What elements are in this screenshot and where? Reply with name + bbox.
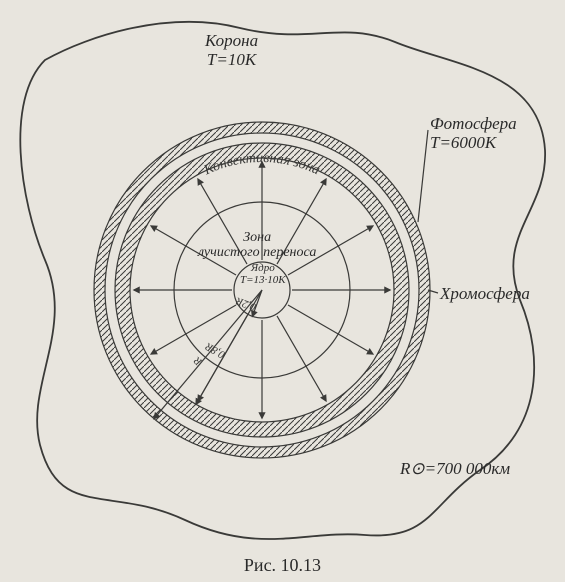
radial-arrow	[288, 305, 373, 354]
figure-caption-text: Рис. 10.13	[244, 555, 321, 575]
core-label: Ядро T=13·10K	[240, 262, 286, 286]
radial-arrow	[277, 316, 326, 401]
figure-caption: Рис. 10.13	[0, 555, 565, 576]
radiative-l2: лучистого переноса	[198, 245, 316, 260]
core-l1: Ядро	[251, 262, 275, 274]
photosphere-pointer	[418, 130, 428, 222]
photosphere-label: Фотосфера T=6000K	[430, 115, 517, 152]
core-l2: T=13·10K	[240, 274, 286, 286]
photosphere-temp: T=6000K	[430, 133, 496, 152]
photosphere-title: Фотосфера	[430, 114, 517, 133]
corona-title: Корона	[205, 31, 258, 50]
radiative-l1: Зона	[243, 230, 271, 245]
corona-temp: T=10K	[207, 50, 256, 69]
radial-arrow	[151, 305, 236, 354]
radiative-zone-label: Зона лучистого переноса	[198, 230, 316, 261]
radius-note-text: R⊙=700 000км	[400, 459, 510, 478]
chromosphere-title: Хромосфера	[440, 284, 530, 303]
radius-callout-label: 0,8R	[203, 340, 227, 361]
radius-note: R⊙=700 000км	[400, 460, 510, 479]
chromosphere-label: Хромосфера	[440, 285, 530, 304]
corona-label: Корона T=10K	[205, 32, 258, 69]
radius-callout	[154, 290, 262, 419]
